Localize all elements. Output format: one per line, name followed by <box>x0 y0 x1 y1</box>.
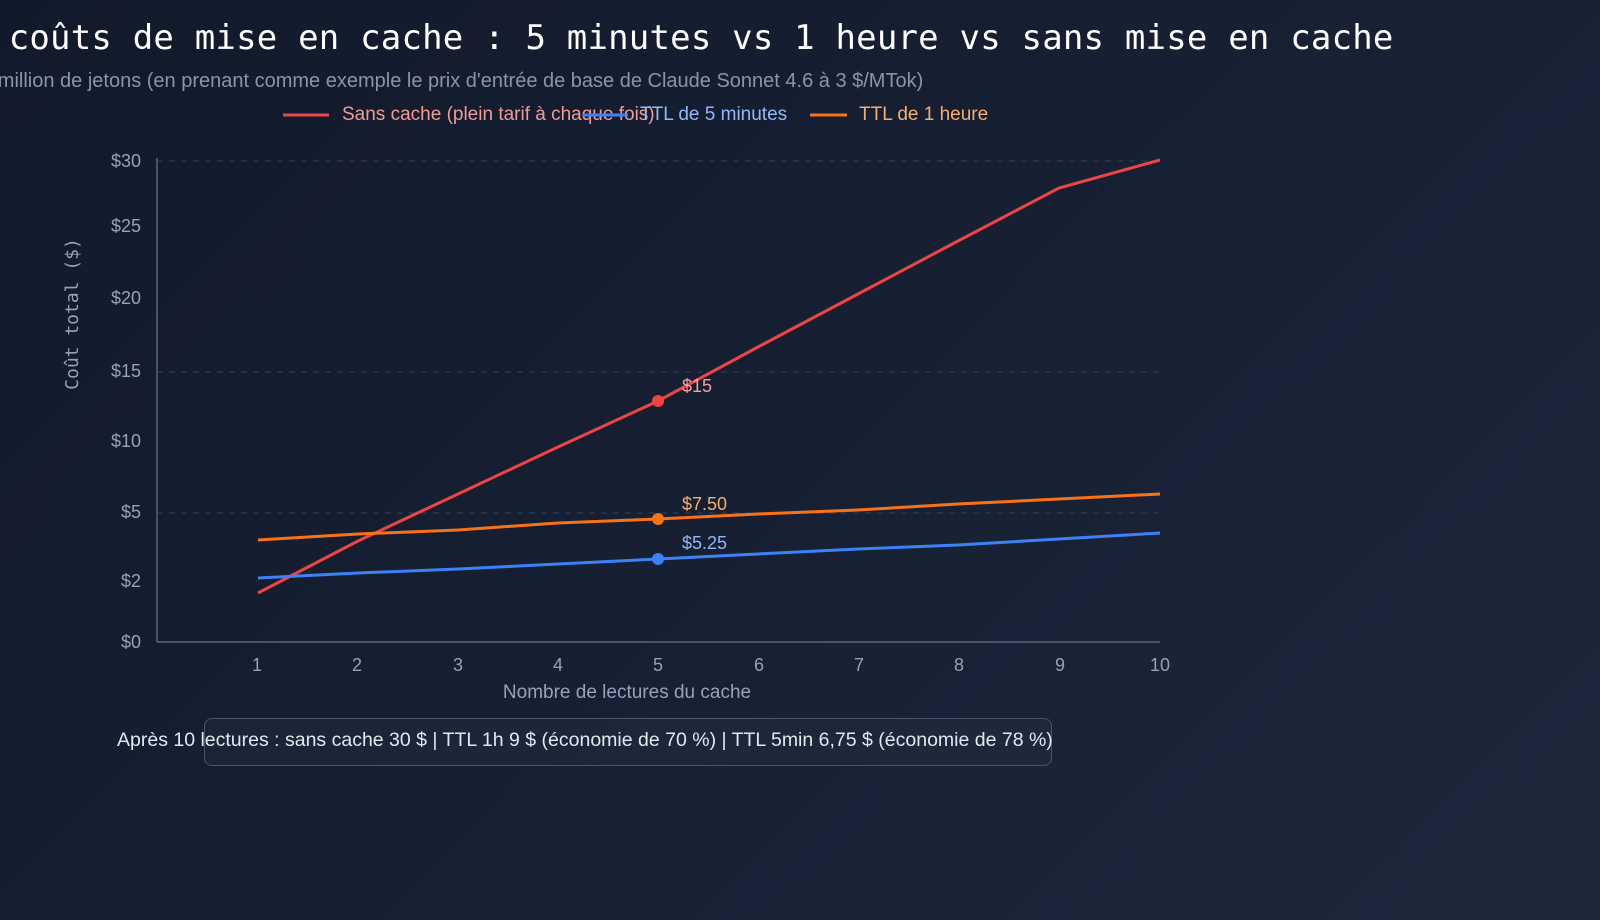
series-ttl-5m-line <box>257 531 1161 580</box>
x-tick-labels: 1 2 3 4 5 6 7 8 9 10 <box>252 655 1170 675</box>
legend-item-ttl-5m[interactable]: TTL de 5 minutes <box>583 104 787 125</box>
legend-label: TTL de 1 heure <box>859 104 988 125</box>
svg-text:$0: $0 <box>121 632 141 652</box>
svg-text:6: 6 <box>754 655 764 675</box>
annotation-ttl-5m: $5.25 <box>682 533 727 553</box>
svg-text:3: 3 <box>453 655 463 675</box>
summary-box <box>204 718 1052 766</box>
summary-text: Après 10 lectures : sans cache 30 $ | TT… <box>117 729 1053 751</box>
x-axis-label: Nombre de lectures du cache <box>503 682 751 703</box>
marker-ttl-5m-5[interactable] <box>652 553 664 565</box>
annotation-ttl-1h: $7.50 <box>682 494 727 514</box>
svg-text:8: 8 <box>954 655 964 675</box>
series-ttl-1h-line <box>257 492 1161 542</box>
y-axis-label: Coût total ($) <box>62 238 83 390</box>
legend-item-ttl-1h[interactable]: TTL de 1 heure <box>810 104 988 125</box>
marker-ttl-1h-5[interactable] <box>652 513 664 525</box>
svg-text:$15: $15 <box>111 361 141 381</box>
chart-subtitle: En supposant une mise en cache de 1 mill… <box>0 70 924 92</box>
svg-text:1: 1 <box>252 655 262 675</box>
svg-text:10: 10 <box>1150 655 1170 675</box>
svg-text:4: 4 <box>553 655 563 675</box>
legend-label: Sans cache (plein tarif à chaque fois) <box>342 104 655 125</box>
svg-text:$2: $2 <box>121 571 141 591</box>
svg-text:$5: $5 <box>121 502 141 522</box>
svg-text:$20: $20 <box>111 288 141 308</box>
svg-text:2: 2 <box>352 655 362 675</box>
marker-no-cache-5[interactable] <box>652 395 664 407</box>
svg-text:5: 5 <box>653 655 663 675</box>
svg-text:9: 9 <box>1055 655 1065 675</box>
svg-text:$25: $25 <box>111 216 141 236</box>
svg-text:7: 7 <box>854 655 864 675</box>
svg-text:$10: $10 <box>111 431 141 451</box>
y-tick-labels: $0 $2 $5 $10 $15 $20 $25 $30 <box>111 151 141 652</box>
chart-title: Comparaison des coûts de mise en cache :… <box>0 18 1394 58</box>
svg-text:$30: $30 <box>111 151 141 171</box>
legend-item-no-cache[interactable]: Sans cache (plein tarif à chaque fois) <box>283 104 655 125</box>
legend: Sans cache (plein tarif à chaque fois) T… <box>283 104 988 125</box>
annotation-no-cache: $15 <box>682 376 712 396</box>
legend-label: TTL de 5 minutes <box>640 104 787 125</box>
series-no-cache-line <box>257 158 1161 595</box>
